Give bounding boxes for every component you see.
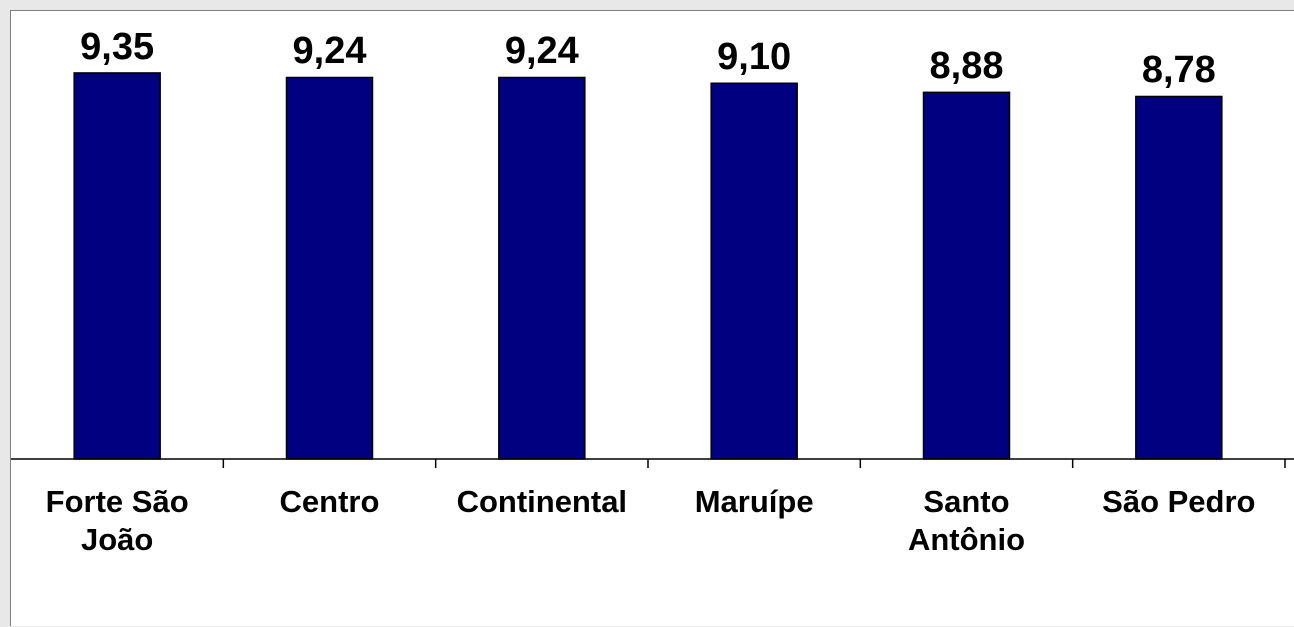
x-tick-label: Continental bbox=[456, 484, 628, 519]
value-label: 9,24 bbox=[292, 30, 367, 73]
value-label: 8,78 bbox=[1141, 49, 1216, 92]
chart: 9,35 Forte São João 9,24 Centro 9,24 Continen… bbox=[10, 10, 1294, 626]
value-label: 9,24 bbox=[504, 30, 579, 73]
value-label: 9,10 bbox=[717, 36, 792, 79]
bar bbox=[285, 76, 374, 460]
x-tick-label: São Pedro bbox=[1102, 484, 1256, 519]
x-tick-label: Maruípe bbox=[694, 484, 814, 519]
bar bbox=[73, 72, 161, 460]
bar bbox=[922, 91, 1011, 460]
bar bbox=[710, 82, 798, 460]
value-label: 8,88 bbox=[929, 45, 1004, 88]
x-tick-label: Santo Antônio bbox=[907, 484, 1026, 557]
x-tick-label: Centro bbox=[279, 484, 380, 519]
bar bbox=[1135, 95, 1223, 460]
plot bbox=[11, 72, 1294, 468]
value-label: 9,35 bbox=[80, 25, 155, 68]
bar bbox=[498, 76, 586, 460]
x-tick-label: Forte São João bbox=[45, 484, 189, 557]
